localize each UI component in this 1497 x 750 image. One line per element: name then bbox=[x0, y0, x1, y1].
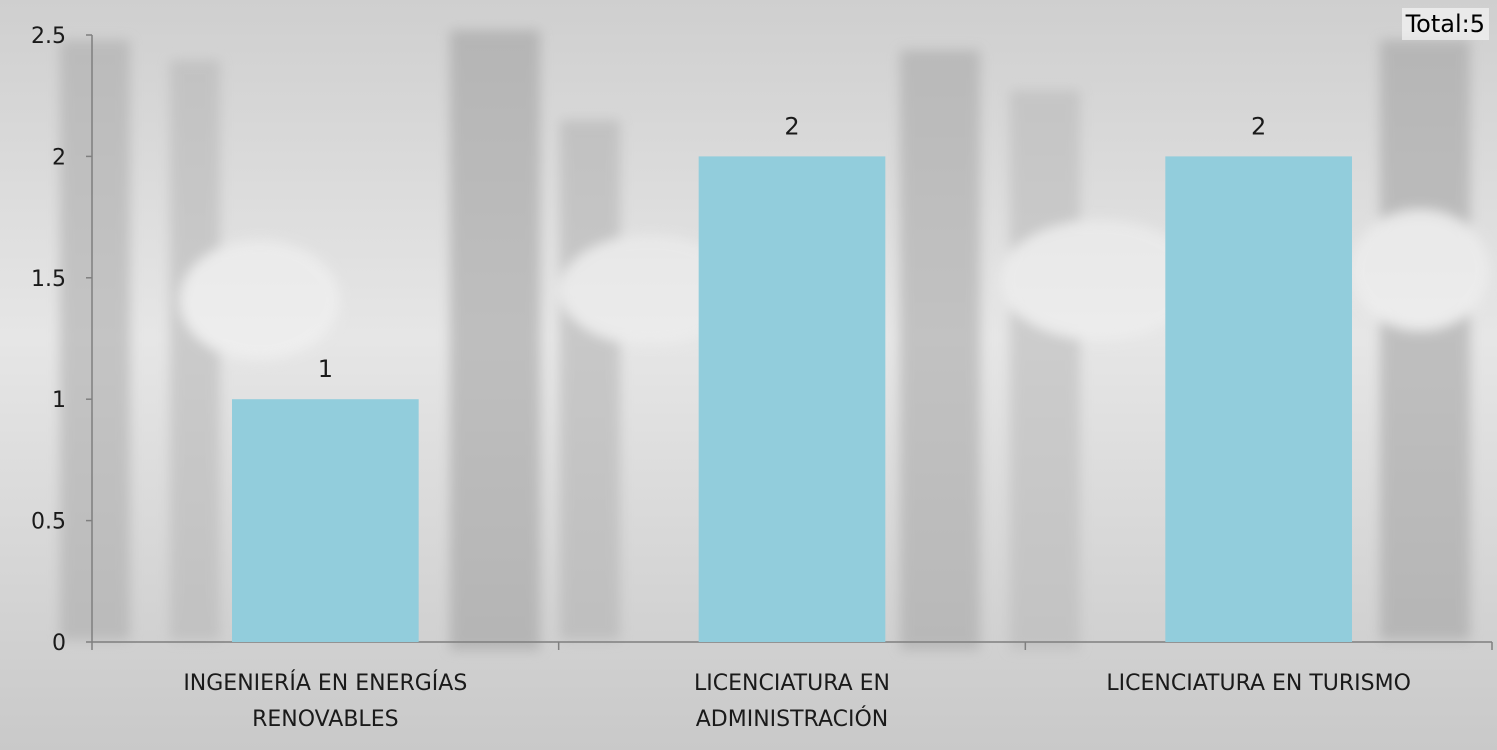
bar bbox=[1165, 156, 1352, 642]
y-tick-label: 2.5 bbox=[31, 24, 66, 49]
bar bbox=[232, 399, 419, 642]
data-labels: 1 2 2 bbox=[318, 112, 1267, 383]
x-category-label: INGENIERÍA EN ENERGÍAS bbox=[183, 670, 467, 696]
bar-value-label: 2 bbox=[1251, 112, 1266, 140]
bar bbox=[698, 156, 886, 642]
y-tick-label: 0 bbox=[52, 631, 66, 656]
x-category-label: LICENCIATURA EN bbox=[694, 671, 890, 696]
y-tick-label: 1.5 bbox=[31, 267, 66, 292]
x-category-label: ADMINISTRACIÓN bbox=[696, 706, 889, 732]
y-tick-label: 0.5 bbox=[31, 510, 66, 535]
y-axis: 0 0.5 1 1.5 2 2.5 bbox=[31, 24, 93, 656]
x-category-label: RENOVABLES bbox=[252, 707, 398, 732]
total-label: Total:5 bbox=[1401, 8, 1489, 40]
bar-value-label: 2 bbox=[784, 112, 799, 140]
y-tick-label: 2 bbox=[52, 145, 66, 170]
y-tick-label: 1 bbox=[52, 388, 66, 413]
x-category-label: LICENCIATURA EN TURISMO bbox=[1106, 671, 1411, 696]
x-axis: INGENIERÍA EN ENERGÍAS RENOVABLES LICENCIA… bbox=[91, 641, 1493, 732]
bar-value-label: 1 bbox=[318, 355, 333, 383]
bars bbox=[232, 156, 1352, 642]
